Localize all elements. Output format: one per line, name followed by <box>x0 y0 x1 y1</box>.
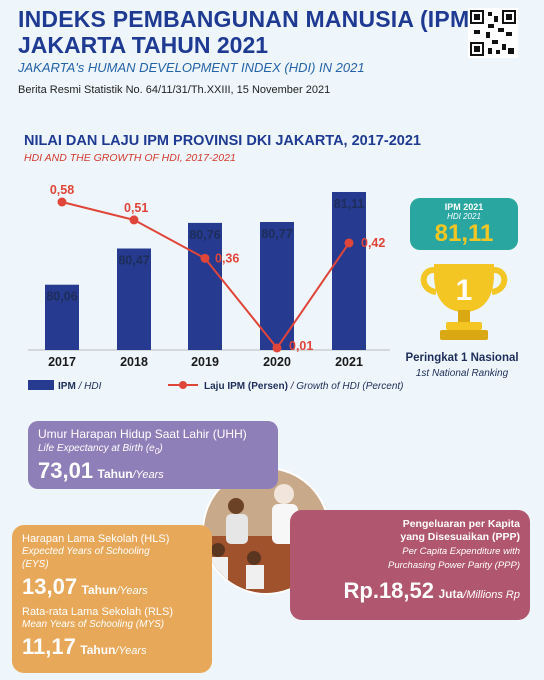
main-title: INDEKS PEMBANGUNAN MANUSIA (IPM) <box>18 6 478 32</box>
uhh-card: Umur Harapan Hidup Saat Lahir (UHH) Life… <box>28 421 278 489</box>
bar-2019 <box>188 222 222 350</box>
uhh-value-row: 73,01 Tahun/Years <box>38 458 268 484</box>
release-note: Berita Resmi Statistik No. 64/11/31/Th.X… <box>18 84 331 96</box>
growth-point-2019 <box>200 253 210 263</box>
rls-unit: Tahun/Years <box>80 643 147 657</box>
chart-title: NILAI DAN LAJU IPM PROVINSI DKI JAKARTA,… <box>24 133 421 149</box>
main-subtitle: JAKARTA's HUMAN DEVELOPMENT INDEX (HDI) … <box>18 60 365 75</box>
uhh-unit: Tahun/Years <box>97 467 164 481</box>
bar-label-2018: 80,47 <box>118 254 149 268</box>
hls-value-row: 13,07 Tahun/Years <box>22 574 202 600</box>
growth-point-2021 <box>344 238 354 248</box>
uhh-title: Umur Harapan Hidup Saat Lahir (UHH) <box>38 427 247 441</box>
uhh-value: 73,01 <box>38 458 94 483</box>
bar-2018 <box>117 248 151 350</box>
ppp-unit: Juta/Millions Rp <box>438 587 520 601</box>
ppp-title-2: yang Disesuaikan (PPP) <box>400 531 520 543</box>
national-rank-en: 1st National Ranking <box>415 368 509 379</box>
ppp-subtitle-2: Purchasing Power Parity (PPP) <box>388 560 520 571</box>
uhh-subtitle: Life Expectancy at Birth (e0) <box>38 443 163 456</box>
growth-point-2020 <box>272 343 282 353</box>
bar-label-2017: 80,06 <box>46 290 77 304</box>
legend-label-line: Laju IPM (Persen) / Growth of HDI (Perce… <box>204 381 404 392</box>
legend-swatch-bar <box>28 380 54 390</box>
badge-sublabel: HDI 2021 <box>447 212 481 221</box>
rls-subtitle: Mean Years of Schooling (MYS) <box>22 619 165 630</box>
chart-subtitle: HDI AND THE GROWTH OF HDI, 2017-2021 <box>24 152 236 164</box>
hls-value: 13,07 <box>22 574 78 599</box>
growth-label-2021: 0,42 <box>361 236 385 250</box>
badge-value: 81,11 <box>434 220 494 247</box>
rls-value-row: 11,17 Tahun/Years <box>22 634 202 660</box>
bar-2017 <box>45 284 79 350</box>
legend-label-bar: IPM / HDI <box>58 381 102 392</box>
growth-point-2018 <box>129 215 139 225</box>
ipm-2021-badge: IPM 2021 HDI 2021 81,11 <box>410 198 518 250</box>
rls-title: Rata-rata Lama Sekolah (RLS) <box>22 606 174 618</box>
x-tick-2021: 2021 <box>335 355 363 369</box>
rls-value: 11,17 <box>22 634 76 659</box>
ppp-value: Rp.18,52 <box>343 578 435 603</box>
hls-subtitle-2: (EYS) <box>22 559 49 570</box>
badge-label: IPM 2021 <box>444 202 484 212</box>
x-tick-2020: 2020 <box>263 355 291 369</box>
bar-2020 <box>260 222 294 350</box>
growth-label-2018: 0,51 <box>124 201 148 215</box>
growth-label-2019: 0,36 <box>215 251 239 265</box>
legend-swatch-dot <box>179 381 187 389</box>
x-tick-2019: 2019 <box>191 355 219 369</box>
ppp-card: Pengeluaran per Kapita yang Disesuaikan … <box>290 510 530 620</box>
hdi-chart: 80,06 80,47 80,76 80,77 81,11 0,58 0,51 0,36 0,0… <box>28 183 404 392</box>
bar-label-2020: 80,77 <box>261 227 292 241</box>
hls-unit: Tahun/Years <box>81 583 148 597</box>
main-title-line2: JAKARTA TAHUN 2021 <box>18 32 269 58</box>
bar-label-2021: 81,11 <box>334 197 365 211</box>
national-rank: Peringkat 1 Nasional <box>405 352 519 364</box>
trophy-icon: 1 <box>420 264 508 340</box>
bar-2021 <box>332 192 366 350</box>
hls-subtitle: Expected Years of Schooling <box>22 546 150 557</box>
ppp-title: Pengeluaran per Kapita <box>402 518 520 530</box>
ppp-value-row: Rp.18,52 Juta/Millions Rp <box>300 578 521 604</box>
qr-code-icon <box>468 8 518 58</box>
x-tick-2018: 2018 <box>120 355 148 369</box>
trophy-number: 1 <box>456 274 473 307</box>
bar-label-2019: 80,76 <box>189 228 220 242</box>
growth-point-2017 <box>57 197 67 207</box>
growth-label-2020: 0,01 <box>289 339 313 353</box>
hls-rls-card: Harapan Lama Sekolah (HLS) Expected Year… <box>12 525 212 673</box>
ppp-subtitle: Per Capita Expenditure with <box>402 546 520 557</box>
x-tick-2017: 2017 <box>48 355 76 369</box>
hls-title: Harapan Lama Sekolah (HLS) <box>22 533 170 545</box>
growth-label-2017: 0,58 <box>50 183 74 197</box>
